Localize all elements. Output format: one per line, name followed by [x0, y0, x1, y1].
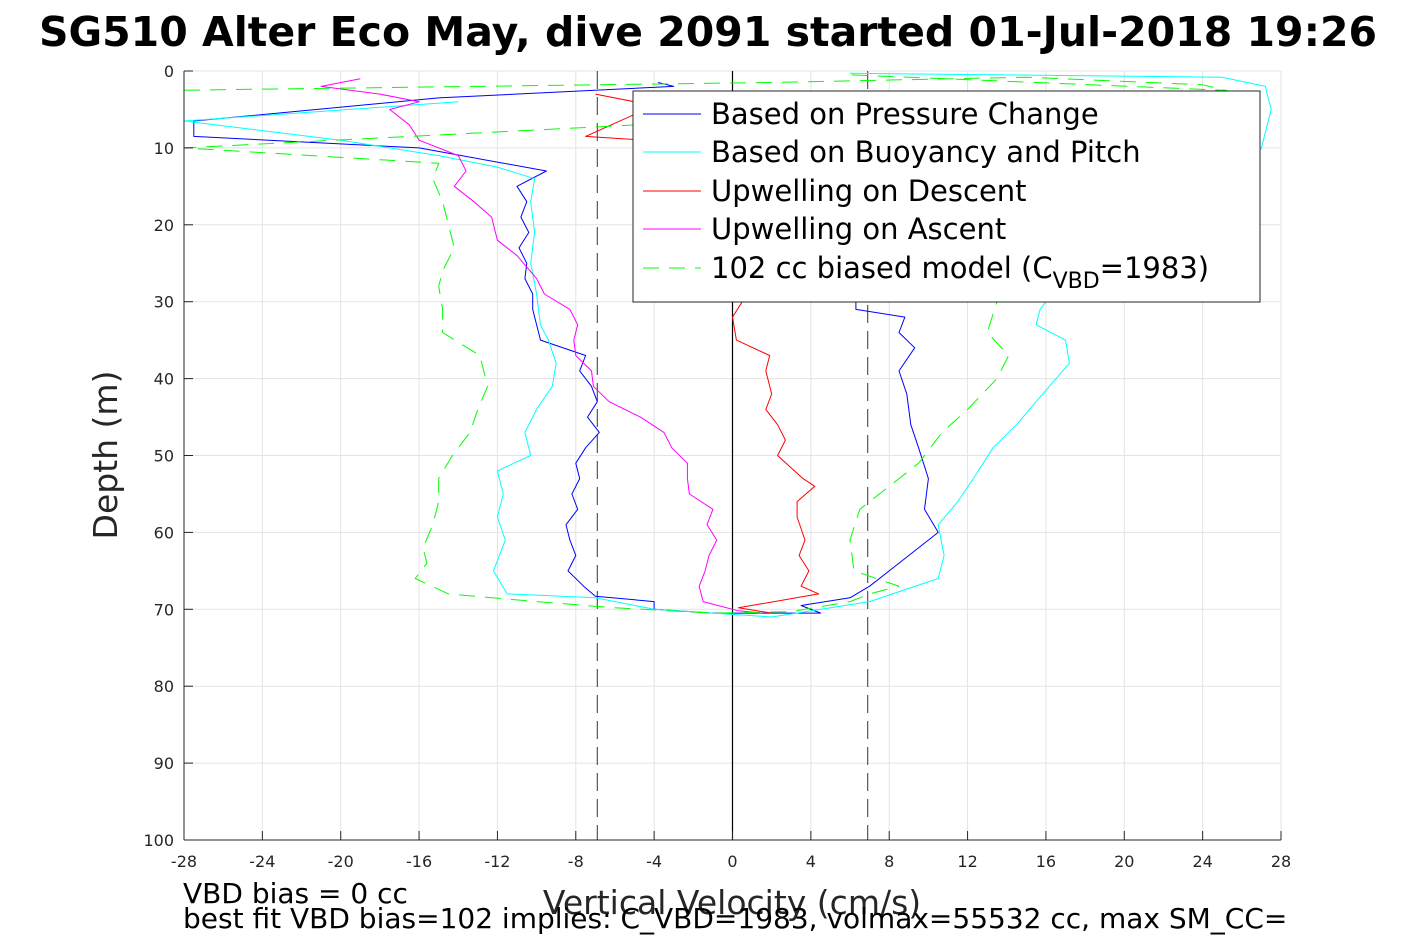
- y-tick-label: 40: [154, 370, 174, 389]
- axes: [183, 70, 1282, 841]
- x-tick-label: -20: [328, 852, 354, 871]
- y-tick-label: 80: [154, 677, 174, 696]
- series-line-1: [183, 72, 1272, 618]
- x-tick-label: 28: [1271, 852, 1291, 871]
- x-tick-label: 0: [727, 852, 737, 871]
- y-axis-label: Depth (m): [86, 371, 125, 540]
- legend-label-pressure-change: Based on Pressure Change: [711, 97, 1099, 131]
- legend-label-biased-model: 102 cc biased model (CVBD=1983): [711, 251, 1209, 294]
- x-tick-label: -8: [568, 852, 584, 871]
- legend: Based on Pressure Change Based on Buoyan…: [632, 90, 1261, 303]
- x-tick-label: -12: [484, 852, 510, 871]
- x-tick-label: 4: [806, 852, 816, 871]
- x-tick-label: 12: [957, 852, 977, 871]
- y-tick-label: 90: [154, 754, 174, 773]
- y-tick-label: 100: [143, 831, 174, 850]
- x-tick-label: 8: [884, 852, 894, 871]
- x-tick-label: 20: [1114, 852, 1134, 871]
- series-line-3: [320, 78, 762, 614]
- x-axis-label: Vertical Velocity (cm/s): [543, 883, 921, 922]
- legend-label-buoyancy-pitch: Based on Buoyancy and Pitch: [711, 135, 1141, 169]
- legend-box: [632, 90, 1261, 303]
- legend-label-biased-model-tail: =1983): [1100, 251, 1209, 285]
- x-tick-label: -24: [249, 852, 275, 871]
- y-tick-label: 20: [154, 216, 174, 235]
- y-tick-label: 10: [154, 139, 174, 158]
- legend-label-biased-model-subscript: VBD: [1053, 269, 1100, 294]
- legend-label-upwelling-descent: Upwelling on Descent: [711, 174, 1027, 208]
- x-tick-label: -16: [406, 852, 432, 871]
- x-tick-label: 24: [1192, 852, 1212, 871]
- x-tick-label: -4: [646, 852, 662, 871]
- y-tick-label: 50: [154, 447, 174, 466]
- y-tick-label: 0: [164, 62, 174, 81]
- annotation-vbd-bias: VBD bias = 0 cc: [183, 877, 408, 910]
- y-tick-label: 70: [154, 600, 174, 619]
- y-tick-label: 30: [154, 293, 174, 312]
- y-tick-label: 60: [154, 523, 174, 542]
- tick-labels: -28 -24 -20 -16 -12 -8 -4 0 4 8 12 16 20 24 28 0 10 20 30 4…: [143, 62, 1291, 871]
- x-tick-label: -28: [171, 852, 197, 871]
- x-tick-label: 16: [1036, 852, 1056, 871]
- chart-title: SG510 Alter Eco May, dive 2091 started 0…: [39, 8, 1377, 56]
- series-line-0: [193, 82, 939, 614]
- legend-label-upwelling-ascent: Upwelling on Ascent: [711, 212, 1006, 246]
- legend-label-biased-model-main: 102 cc biased model (C: [711, 251, 1053, 285]
- annotation-best-fit: best fit VBD bias=102 implies: C_VBD=198…: [183, 902, 1287, 935]
